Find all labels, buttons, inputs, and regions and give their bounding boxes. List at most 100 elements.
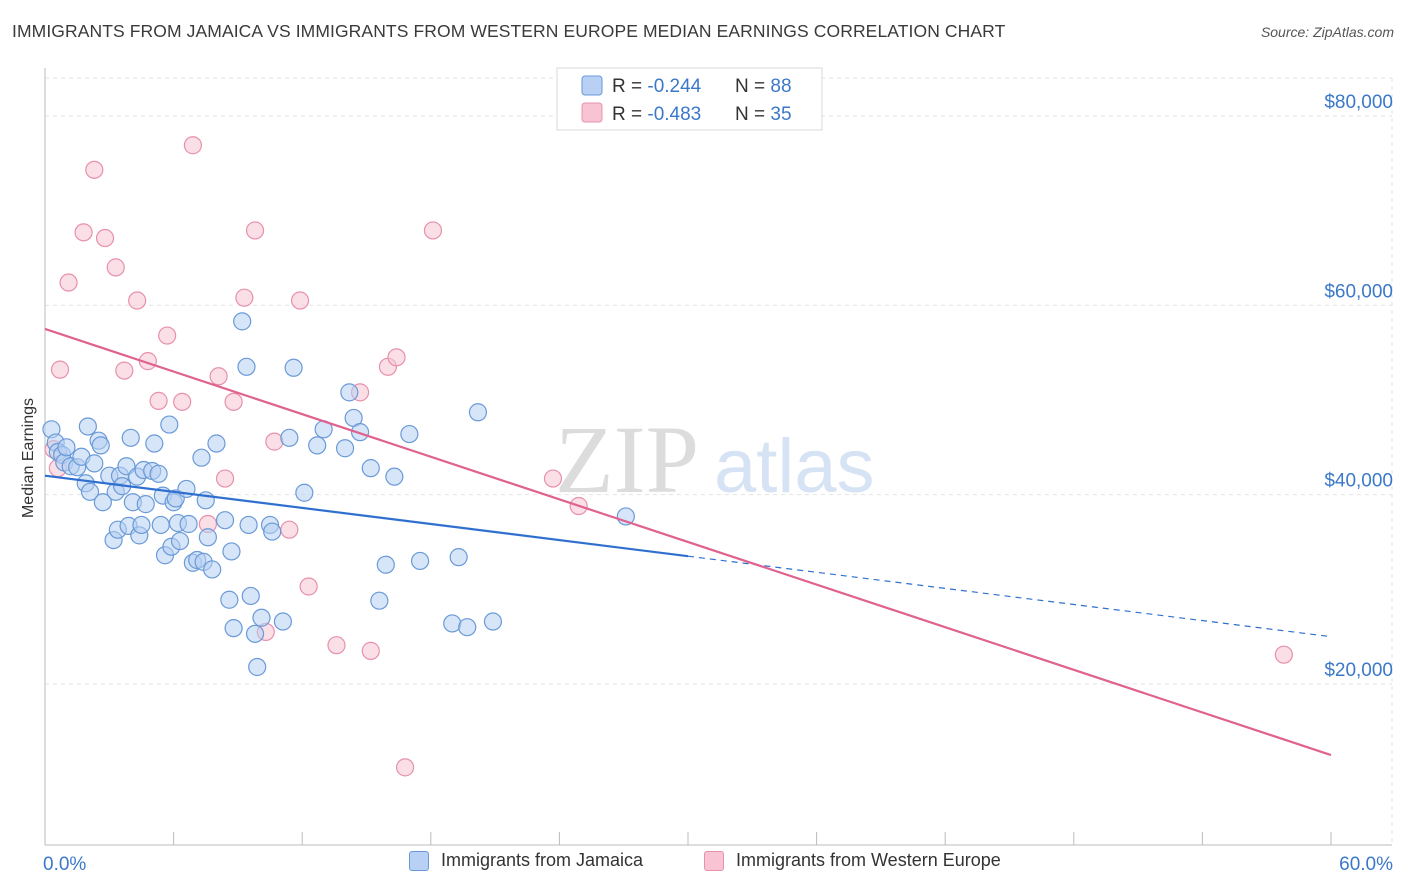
- bottom-legend-jamaica: Immigrants from Jamaica: [409, 850, 643, 871]
- legend-swatch-western-europe: [581, 102, 603, 123]
- western-europe-point-24: [290, 291, 310, 310]
- jamaica-point-59: [239, 515, 258, 535]
- y-tick-labels: $20,000 $40,000 $60,000 $80,000: [1324, 92, 1393, 681]
- jamaica-point-56: [224, 619, 243, 638]
- western-europe-point-19: [235, 288, 254, 307]
- western-europe-point-22: [265, 432, 284, 451]
- western-europe-point-8: [115, 361, 134, 380]
- bottom-legend-swatch-western-europe: [704, 850, 724, 871]
- jamaica-point-53: [215, 511, 235, 530]
- western-europe-point-35: [1274, 645, 1293, 664]
- series-jamaica-points: [42, 312, 635, 677]
- western-europe-point-30: [387, 348, 406, 367]
- chart-title: IMMIGRANTS FROM JAMAICA VS IMMIGRANTS FR…: [12, 21, 1006, 41]
- western-europe-point-28: [361, 641, 380, 660]
- jamaica-point-77: [376, 555, 395, 574]
- jamaica-point-78: [385, 467, 404, 486]
- x-tick-label-0: 0.0%: [43, 854, 86, 875]
- chart-source: Source: ZipAtlas.com: [1260, 24, 1394, 40]
- jamaica-point-68: [295, 483, 314, 502]
- bottom-legend-label-jamaica: Immigrants from Jamaica: [441, 850, 644, 870]
- bottom-legend-western-europe: Immigrants from Western Europe: [704, 850, 1001, 871]
- western-europe-point-31: [395, 758, 415, 777]
- jamaica-point-80: [410, 551, 430, 571]
- legend-box: R = -0.244 N = 88 R = -0.483 N = 35: [556, 67, 823, 131]
- y-tick-label-2: $60,000: [1324, 281, 1393, 302]
- jamaica-point-12: [85, 454, 104, 473]
- jamaica-point-50: [198, 528, 217, 547]
- legend-r-value-1: -0.244: [647, 76, 701, 97]
- x-tick-labels: 0.0% 60.0%: [43, 854, 1393, 875]
- y-axis-label: Median Earnings: [20, 398, 37, 518]
- western-europe-point-2: [50, 360, 70, 379]
- jamaica-point-5: [57, 438, 76, 457]
- western-europe-point-23: [280, 520, 299, 539]
- jamaica-point-33: [149, 464, 168, 483]
- legend-n-label-1: N =: [735, 76, 770, 97]
- jamaica-point-64: [263, 522, 282, 541]
- jamaica-point-30: [136, 495, 155, 514]
- jamaica-point-84: [468, 403, 488, 422]
- jamaica-point-24: [121, 428, 140, 447]
- legend-r-label-2: R =: [612, 104, 647, 125]
- svg-text:R = -0.244: R = -0.244: [612, 76, 702, 97]
- jamaica-point-47: [192, 448, 211, 467]
- western-europe-point-32: [423, 221, 443, 240]
- legend-n-value-1: 88: [770, 76, 791, 97]
- jamaica-point-51: [203, 560, 222, 579]
- jamaica-point-85: [483, 612, 503, 631]
- jamaica-point-32: [145, 434, 164, 453]
- jamaica-point-14: [91, 436, 110, 455]
- jamaica-point-67: [284, 358, 303, 377]
- trend-lines: [44, 327, 1332, 757]
- jamaica-point-76: [370, 591, 389, 610]
- jamaica-point-75: [361, 459, 380, 478]
- jamaica-trend-line: [44, 474, 689, 558]
- western-europe-point-16: [209, 367, 228, 386]
- jamaica-point-82: [449, 548, 468, 567]
- jamaica-point-65: [273, 612, 293, 631]
- jamaica-point-11: [80, 482, 100, 501]
- western-europe-point-20: [245, 221, 265, 240]
- y-tick-label-1: $40,000: [1324, 471, 1393, 492]
- jamaica-trend-line-extension: [687, 555, 1332, 638]
- watermark: ZIP atlas: [555, 406, 875, 513]
- axes: [44, 68, 1392, 846]
- western-europe-point-26: [327, 636, 346, 655]
- jamaica-point-60: [241, 586, 260, 606]
- legend-swatch-jamaica: [581, 75, 603, 96]
- jamaica-point-72: [340, 383, 359, 402]
- legend-n-label-2: N =: [735, 104, 770, 125]
- y-tick-label-0: $20,000: [1324, 660, 1393, 681]
- jamaica-point-52: [207, 434, 226, 453]
- jamaica-point-54: [220, 590, 239, 609]
- jamaica-point-71: [335, 439, 355, 458]
- jamaica-point-44: [179, 514, 198, 534]
- legend-n-value-2: 35: [770, 104, 791, 125]
- jamaica-point-61: [245, 624, 265, 643]
- western-europe-point-5: [85, 160, 104, 179]
- jamaica-point-83: [458, 618, 477, 637]
- jamaica-point-87: [248, 657, 267, 677]
- bottom-legend: Immigrants from Jamaica Immigrants from …: [0, 850, 1406, 880]
- jamaica-point-74: [350, 423, 370, 442]
- jamaica-point-55: [222, 542, 241, 561]
- jamaica-point-66: [280, 428, 299, 447]
- western-europe-point-12: [158, 326, 177, 345]
- bottom-legend-swatch-jamaica: [409, 850, 429, 871]
- jamaica-point-62: [252, 608, 271, 627]
- jamaica-point-15: [93, 493, 112, 512]
- western-europe-point-6: [95, 228, 115, 248]
- jamaica-point-79: [400, 424, 419, 444]
- y-tick-label-3: $80,000: [1324, 92, 1393, 113]
- western-europe-point-11: [149, 391, 168, 410]
- jamaica-point-57: [233, 312, 252, 331]
- western-europe-point-25: [299, 577, 318, 596]
- jamaica-point-69: [308, 436, 327, 455]
- western-europe-point-9: [128, 291, 147, 310]
- jamaica-point-10: [78, 417, 97, 436]
- western-europe-trend-line: [44, 327, 1332, 757]
- western-europe-point-4: [74, 223, 93, 242]
- jamaica-point-81: [443, 614, 462, 633]
